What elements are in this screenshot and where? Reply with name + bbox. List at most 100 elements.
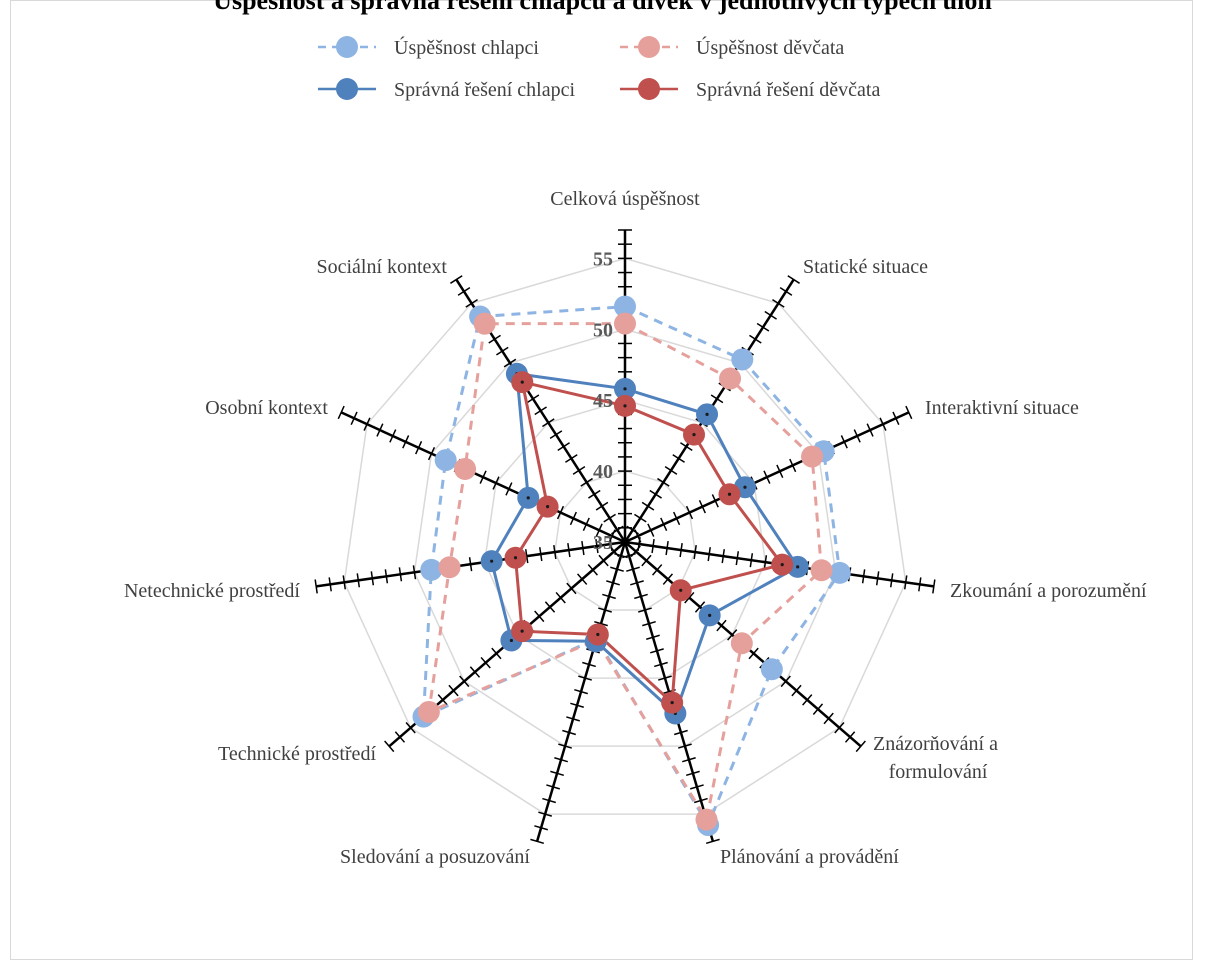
- legend-item-boys-correct[interactable]: Správná řešení chlapci: [318, 78, 575, 101]
- axis-tick-10-42: [565, 454, 578, 463]
- axis-tick-4-51: [791, 684, 802, 697]
- axis-tick-8-41: [539, 547, 543, 562]
- axis-tick-10-51: [496, 346, 509, 356]
- axis-tick-5-40: [638, 607, 652, 613]
- axis-tick-7-42: [544, 601, 556, 613]
- axis-tick-3-39: [679, 543, 683, 558]
- axis-tick-7-52: [437, 694, 448, 706]
- axis-tick-6-37: [610, 566, 624, 572]
- axis-tick-9-46: [479, 470, 487, 484]
- axis-tick-8-50: [412, 565, 417, 580]
- axis-tick-9-55: [363, 417, 371, 431]
- series-3-point-dot-4: [679, 588, 683, 592]
- category-label-4-0: Znázorňování a: [873, 733, 998, 755]
- series-1-point-8: [438, 556, 461, 579]
- axis-tick-7-43: [534, 610, 545, 623]
- axis-tick-6-57: [530, 838, 545, 845]
- axis-tick-8-51: [398, 567, 403, 582]
- axis-tick-2-57: [905, 405, 913, 420]
- axis-tick-1-38: [641, 501, 655, 511]
- series-0-point-1: [731, 348, 754, 371]
- axis-tick-1-39: [649, 489, 662, 499]
- series-1-point-4: [730, 632, 753, 655]
- axis-tick-8-53: [370, 571, 375, 586]
- axis-tick-1-54: [764, 310, 777, 320]
- axis-tick-3-53: [875, 571, 880, 586]
- series-3-point-dot-9: [545, 505, 550, 509]
- series-2-point-dot-2: [743, 485, 747, 489]
- axis-tick-5-38: [630, 580, 644, 586]
- legend-item-girls-correct[interactable]: Správná řešení děvčata: [620, 78, 880, 101]
- axis-tick-1-52: [749, 334, 762, 344]
- axis-tick-9-38: [582, 517, 590, 532]
- axis-tick-5-41: [642, 620, 656, 627]
- axis-tick-10-55: [465, 298, 478, 308]
- axis-tick-1-40: [657, 477, 670, 487]
- axis-tick-1-43: [680, 442, 693, 451]
- axis-tick-10-36: [611, 525, 624, 535]
- axis-tick-6-54: [542, 797, 557, 804]
- tick-label-35: 35: [593, 532, 613, 554]
- axis-tick-10-41: [572, 466, 586, 475]
- tick-label-55: 55: [593, 248, 613, 270]
- axis-tick-6-55: [538, 811, 553, 817]
- axis-tick-2-42: [711, 494, 719, 508]
- axis-tick-7-38: [587, 564, 598, 576]
- series-3-point-dot-0: [623, 404, 627, 408]
- grid-ring-55: [343, 257, 907, 815]
- axis-tick-5-44: [654, 661, 668, 668]
- axis-tick-3-42: [721, 549, 726, 564]
- series-2-point-dot-7: [509, 638, 513, 643]
- axis-tick-9-56: [350, 411, 358, 425]
- axis-tick-8-37: [595, 539, 599, 554]
- axis-tick-10-44: [549, 430, 563, 440]
- series-0-point-8: [420, 558, 443, 581]
- axis-tick-2-53: [853, 429, 861, 443]
- axis-tick-1-47: [710, 394, 724, 404]
- legend-label-1: Úspěšnost děvčata: [696, 35, 844, 59]
- series-1-point-3: [810, 559, 833, 582]
- axis-tick-9-40: [556, 505, 565, 520]
- axis-tick-6-56: [534, 825, 549, 831]
- legend-item-boys-success[interactable]: Úspěšnost chlapci: [318, 35, 539, 59]
- axis-tick-10-47: [526, 394, 540, 404]
- axis-tick-4-42: [694, 601, 706, 613]
- series-2-point-dot-3: [796, 565, 800, 569]
- axis-tick-8-54: [356, 573, 361, 588]
- legend-marker-2: [336, 78, 358, 100]
- series-2-point-dot-8: [490, 559, 494, 563]
- axis-tick-7-51: [448, 684, 459, 697]
- axis-tick-9-57: [337, 405, 345, 420]
- axis-tick-2-38: [660, 517, 668, 532]
- category-label-2: Interaktivní situace: [925, 397, 1079, 419]
- series-3-point-dot-3: [780, 563, 784, 567]
- axis-tick-2-52: [840, 435, 848, 449]
- axis-tick-4-41: [684, 591, 695, 604]
- series-0-point-4: [760, 658, 783, 681]
- legend-item-girls-success[interactable]: Úspěšnost děvčata: [620, 35, 844, 59]
- axis-tick-5-37: [626, 566, 640, 572]
- axis-tick-8-56: [328, 577, 332, 592]
- axis-tick-10-46: [534, 406, 547, 416]
- axis-tick-10-43: [557, 442, 570, 451]
- series-2-point-dot-9: [526, 496, 530, 500]
- legend-label-3: Správná řešení děvčata: [696, 79, 880, 101]
- axis-tick-9-51: [415, 441, 423, 455]
- axis-tick-5-50: [678, 743, 692, 749]
- axis-tick-7-56: [394, 731, 406, 743]
- axis-tick-4-55: [834, 721, 845, 734]
- axis-tick-9-54: [376, 423, 384, 437]
- category-label-0: Celková úspěšnost: [550, 188, 700, 210]
- series-line-1: [427, 322, 824, 824]
- axis-tick-10-37: [603, 513, 616, 523]
- axis-tick-3-44: [749, 553, 754, 568]
- axis-tick-6-41: [594, 620, 608, 627]
- axis-tick-2-47: [776, 464, 784, 478]
- axis-tick-2-56: [892, 411, 900, 425]
- axis-tick-5-45: [658, 675, 672, 681]
- axis-tick-10-50: [503, 358, 517, 368]
- category-label-9: Osobní kontext: [205, 397, 328, 419]
- axis-tick-7-37: [598, 554, 609, 567]
- axis-tick-2-48: [789, 458, 797, 473]
- legend-marker-0: [336, 36, 358, 58]
